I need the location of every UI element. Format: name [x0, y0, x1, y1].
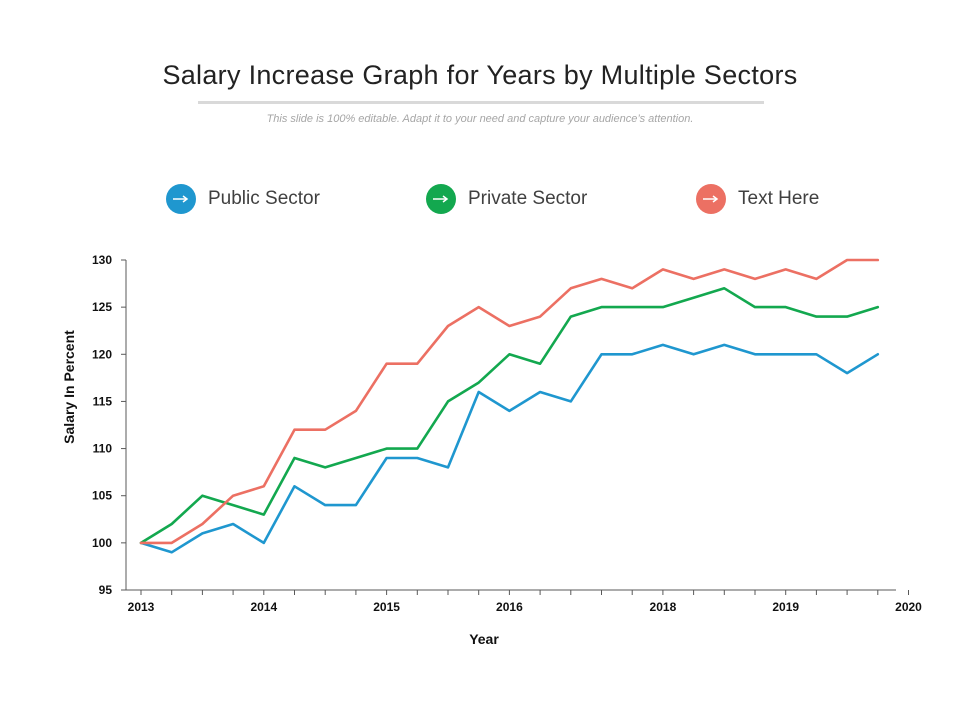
legend-item-private-sector: Private Sector	[426, 183, 587, 215]
legend-item-text-here: Text Here	[696, 183, 819, 215]
x-axis-title: Year	[469, 631, 499, 647]
title-divider	[198, 101, 764, 104]
legend-dot-public-sector	[166, 184, 196, 214]
y-tick-label-105: 105	[92, 489, 112, 503]
series-line-private-sector	[139, 286, 880, 545]
y-tick-label-125: 125	[92, 300, 112, 314]
x-tick-label-2020: 2020	[895, 600, 922, 614]
legend-item-public-sector: Public Sector	[166, 183, 320, 215]
arrow-right-icon	[173, 195, 189, 203]
y-tick-label-110: 110	[93, 442, 113, 456]
page-subtitle: This slide is 100% editable. Adapt it to…	[266, 113, 694, 125]
chart-axes: 95 100 105 110 115 120 125 130 2013 2014 2015 2016 2…	[92, 253, 922, 614]
y-tick-label-130: 130	[92, 253, 112, 267]
legend-label-private-sector: Private Sector	[468, 188, 588, 209]
legend-dot-text-here	[696, 184, 726, 214]
legend-label-text-here: Text Here	[738, 188, 820, 209]
series-line-text-here	[139, 258, 880, 545]
series-line-public-sector	[139, 343, 880, 554]
y-tick-label-100: 100	[92, 536, 112, 550]
y-tick-label-115: 115	[93, 394, 113, 408]
x-tick-label-2013: 2013	[128, 600, 155, 614]
x-tick-label-2019: 2019	[772, 600, 799, 614]
legend-dot-private-sector	[426, 184, 456, 214]
y-tick-label-95: 95	[99, 583, 113, 597]
x-tick-label-2015: 2015	[373, 600, 400, 614]
x-tick-label-2014: 2014	[250, 600, 277, 614]
arrow-right-icon	[703, 195, 719, 203]
chart-series	[139, 258, 880, 554]
x-tick-label-2016: 2016	[496, 600, 523, 614]
y-tick-label-120: 120	[92, 347, 112, 361]
y-axis-title: Salary In Percent	[61, 330, 77, 444]
arrow-right-icon	[433, 195, 449, 203]
legend-label-public-sector: Public Sector	[208, 188, 320, 209]
page-title: Salary Increase Graph for Years by Multi…	[162, 60, 798, 90]
x-tick-label-2018: 2018	[650, 600, 677, 614]
